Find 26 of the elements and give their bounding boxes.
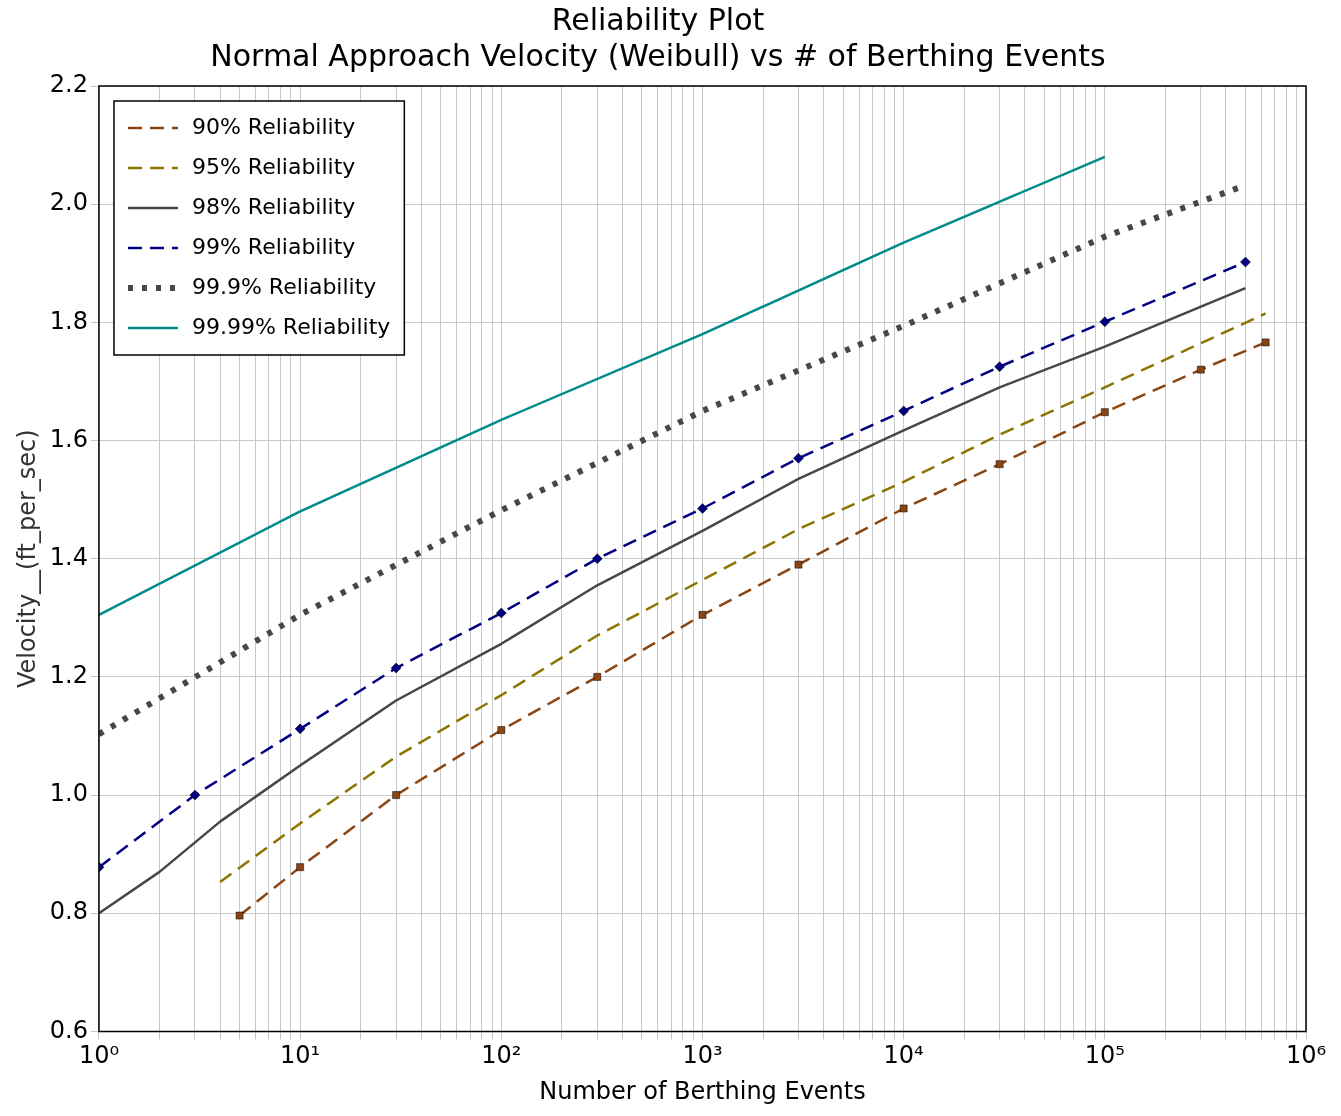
- y-tick-label: 1.6: [49, 424, 88, 453]
- x-tick-label: 10¹: [280, 1041, 321, 1070]
- legend-label: 99.9% Reliability: [191, 273, 377, 299]
- y-axis-title: Velocity__(ft_per_sec): [12, 429, 41, 689]
- legend-label: 98% Reliability: [191, 193, 356, 219]
- y-tick-label: 0.6: [49, 1015, 88, 1044]
- x-tick-label: 10³: [682, 1041, 723, 1070]
- y-tick-label: 0.8: [49, 897, 88, 926]
- x-tick-label: 10⁶: [1285, 1041, 1327, 1070]
- x-axis-title: Number of Berthing Events: [539, 1076, 866, 1105]
- legend-label: 90% Reliability: [191, 113, 356, 139]
- chart-subtitle: Normal Approach Velocity (Weibull) vs # of Berthing Events: [210, 37, 1106, 73]
- legend-label: 99.99% Reliability: [191, 313, 391, 339]
- legend-label: 95% Reliability: [191, 153, 356, 179]
- x-tick-label: 10⁵: [1084, 1041, 1125, 1070]
- chart-title: Reliability Plot: [551, 1, 765, 37]
- x-tick-label: 10⁰: [78, 1041, 120, 1070]
- y-tick-label: 2.0: [49, 188, 88, 217]
- y-tick-label: 1.8: [49, 306, 88, 335]
- y-tick-label: 1.4: [49, 542, 88, 571]
- x-tick-label: 10⁴: [883, 1041, 924, 1070]
- x-tick-label: 10²: [481, 1041, 522, 1070]
- y-tick-label: 1.0: [49, 779, 88, 808]
- y-tick-label: 1.2: [49, 661, 88, 690]
- y-tick-label: 2.2: [49, 70, 88, 99]
- legend-label: 99% Reliability: [191, 233, 356, 259]
